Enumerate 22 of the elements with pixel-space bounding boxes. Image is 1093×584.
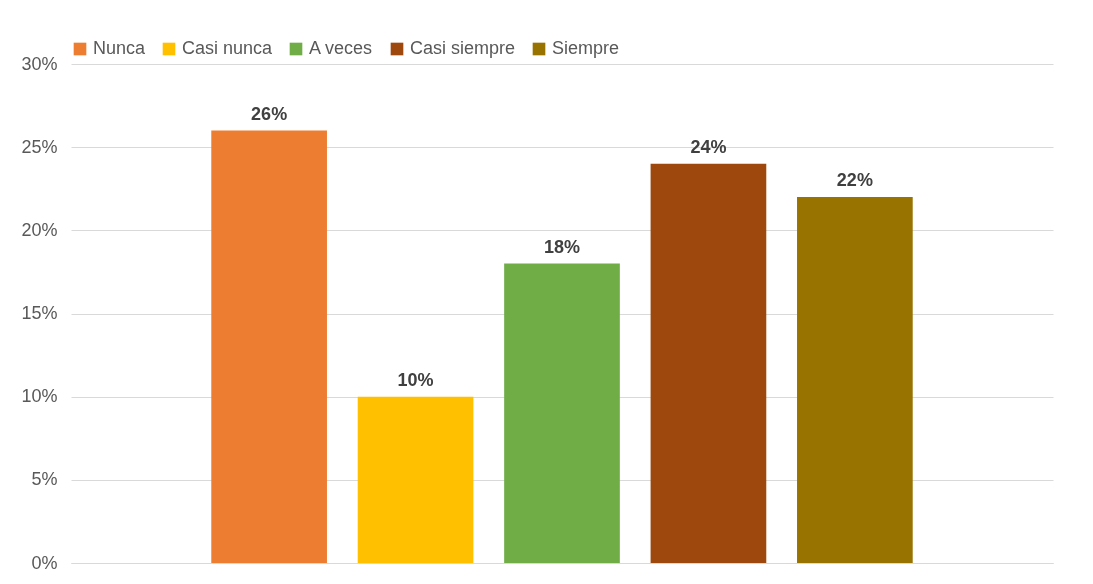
- y-tick-label: 30%: [21, 53, 58, 74]
- data-label: 18%: [543, 236, 581, 257]
- legend-label: Siempre: [552, 38, 620, 58]
- bar: [211, 130, 327, 563]
- legend-label: Casi nunca: [182, 38, 274, 58]
- y-tick-label: 25%: [21, 136, 58, 157]
- legend-label: Nunca: [93, 38, 147, 58]
- data-label: 22%: [836, 170, 873, 191]
- legend-label: Casi siempre: [410, 38, 516, 58]
- bar: [504, 263, 620, 563]
- y-tick-label: 20%: [21, 219, 58, 240]
- y-tick-label: 0%: [31, 552, 58, 573]
- data-label: 24%: [690, 136, 727, 157]
- bar: [650, 163, 767, 563]
- bar: [357, 396, 474, 563]
- legend-label: A veces: [309, 38, 373, 58]
- y-tick-label: 15%: [21, 303, 58, 323]
- data-label: 10%: [397, 369, 434, 390]
- bar: [797, 197, 913, 563]
- y-tick-label: 10%: [21, 386, 58, 407]
- data-label: 26%: [251, 103, 288, 124]
- y-tick-label: 5%: [31, 469, 58, 490]
